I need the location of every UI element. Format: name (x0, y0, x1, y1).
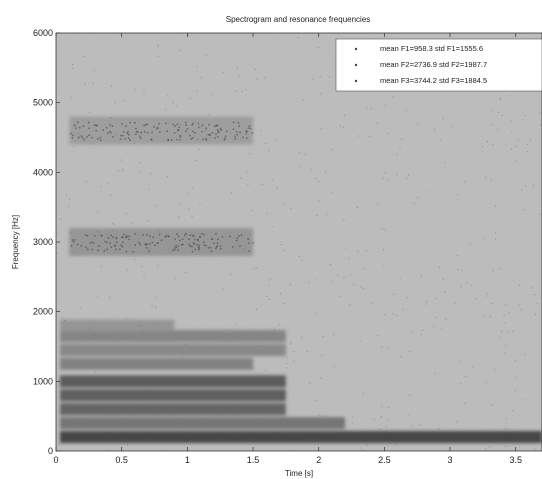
chart-title: Spectrogram and resonance frequencies (226, 15, 371, 24)
y-axis-label: Frequency [Hz] (11, 215, 20, 269)
legend-box (335, 38, 542, 92)
x-tick-label: 0.5 (115, 455, 128, 465)
x-axis-label: Time [s] (285, 469, 313, 478)
y-tick-label: 3000 (33, 237, 53, 247)
y-axis: 0 1000 2000 3000 4000 5000 6000 (33, 28, 60, 456)
x-tick-label: 0 (53, 455, 58, 465)
x-tick-label: 3 (448, 455, 453, 465)
x-tick-label: 1.5 (247, 455, 260, 465)
y-tick-label: 2000 (33, 307, 53, 317)
x-tick-label: 1 (185, 455, 190, 465)
legend-marker (354, 79, 358, 83)
legend-marker (354, 63, 358, 67)
noise-texture (56, 33, 542, 451)
y-tick-label: 5000 (33, 98, 53, 108)
x-tick-label: 2.5 (378, 455, 391, 465)
y-tick-label: 6000 (33, 28, 53, 38)
plot-area (56, 33, 542, 451)
x-axis: 0 0.5 1 1.5 2 2.5 3 3.5 (53, 33, 522, 465)
y-tick-label: 4000 (33, 167, 53, 177)
y-tick-label: 0 (48, 446, 53, 456)
legend-marker (354, 47, 358, 51)
x-tick-label: 3.5 (509, 455, 522, 465)
legend-entry: mean F2=2736.9 std F2=1987.7 (380, 60, 487, 69)
y-tick-label: 1000 (33, 376, 53, 386)
x-tick-label: 2 (316, 455, 321, 465)
legend: mean F1=958.3 std F1=1555.6 mean F2=2736… (335, 38, 542, 92)
legend-entry: mean F1=958.3 std F1=1555.6 (380, 44, 483, 53)
legend-entry: mean F3=3744.2 std F3=1884.5 (380, 76, 487, 85)
